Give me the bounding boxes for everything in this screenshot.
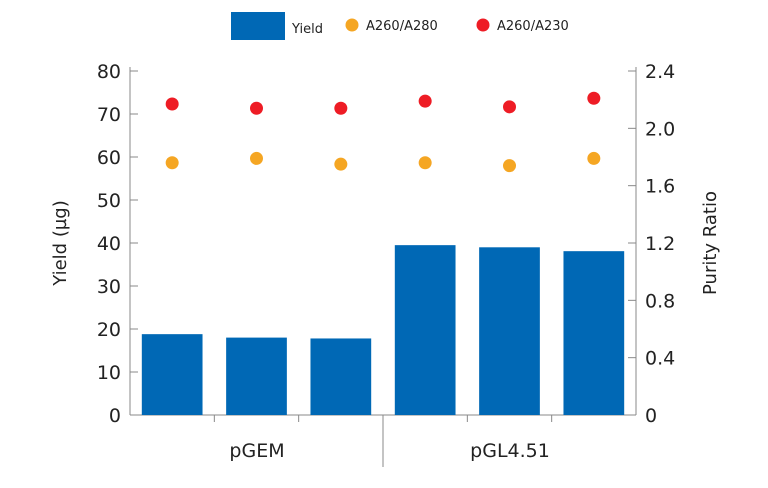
y-tick-label: 30 <box>97 276 121 298</box>
legend-label-yield: Yield <box>291 22 323 37</box>
point-a260-a280 <box>250 151 263 165</box>
point-a260-a230 <box>503 100 516 114</box>
y2-axis-label: Purity Ratio <box>700 191 721 295</box>
point-a260-a230 <box>418 94 432 108</box>
y-tick-label: 80 <box>97 61 121 83</box>
legend-marker-a260-a280 <box>345 18 359 32</box>
y2-tick-label: 0.8 <box>645 290 675 312</box>
bar-yield <box>141 334 203 415</box>
point-a260-a230 <box>334 101 348 115</box>
bar-yield <box>310 338 372 415</box>
y-axis-label: Yield (µg) <box>50 200 71 287</box>
category-label-pgl4-51: pGL4.51 <box>470 440 550 462</box>
bar-yield <box>226 337 287 415</box>
y-tick-label: 70 <box>97 104 121 126</box>
point-a260-a280 <box>165 156 179 170</box>
point-a260-a230 <box>165 97 179 111</box>
y-tick-label: 40 <box>97 233 121 255</box>
y-tick-label: 0 <box>109 405 121 427</box>
y2-tick-label: 0 <box>645 405 657 427</box>
category-label-pgem: pGEM <box>229 440 284 462</box>
point-a260-a280 <box>503 159 516 173</box>
y-tick-label: 50 <box>97 190 121 212</box>
bar-yield <box>563 251 625 415</box>
y2-tick-label: 2.4 <box>645 61 675 83</box>
bar-yield <box>479 247 540 415</box>
y2-tick-label: 1.2 <box>645 233 675 255</box>
bar-yield <box>394 245 456 415</box>
point-a260-a280 <box>334 157 348 171</box>
y2-tick-label: 2.0 <box>645 118 675 140</box>
point-a260-a230 <box>250 101 263 115</box>
point-a260-a230 <box>587 91 601 105</box>
legend: Yield A260/A280 A260/A230 <box>231 12 569 40</box>
y-tick-label: 60 <box>97 147 121 169</box>
y2-tick-label: 1.6 <box>645 176 675 198</box>
y2-tick-label: 0.4 <box>645 348 675 370</box>
legend-label-a260-a280: A260/A280 <box>366 19 438 34</box>
legend-marker-a260-a230 <box>476 18 490 32</box>
y-tick-label: 20 <box>97 319 121 341</box>
point-a260-a280 <box>418 156 432 170</box>
legend-swatch-yield <box>231 12 285 40</box>
legend-label-a260-a230: A260/A230 <box>497 19 569 34</box>
y-tick-label: 10 <box>97 362 121 384</box>
point-a260-a280 <box>587 151 601 165</box>
